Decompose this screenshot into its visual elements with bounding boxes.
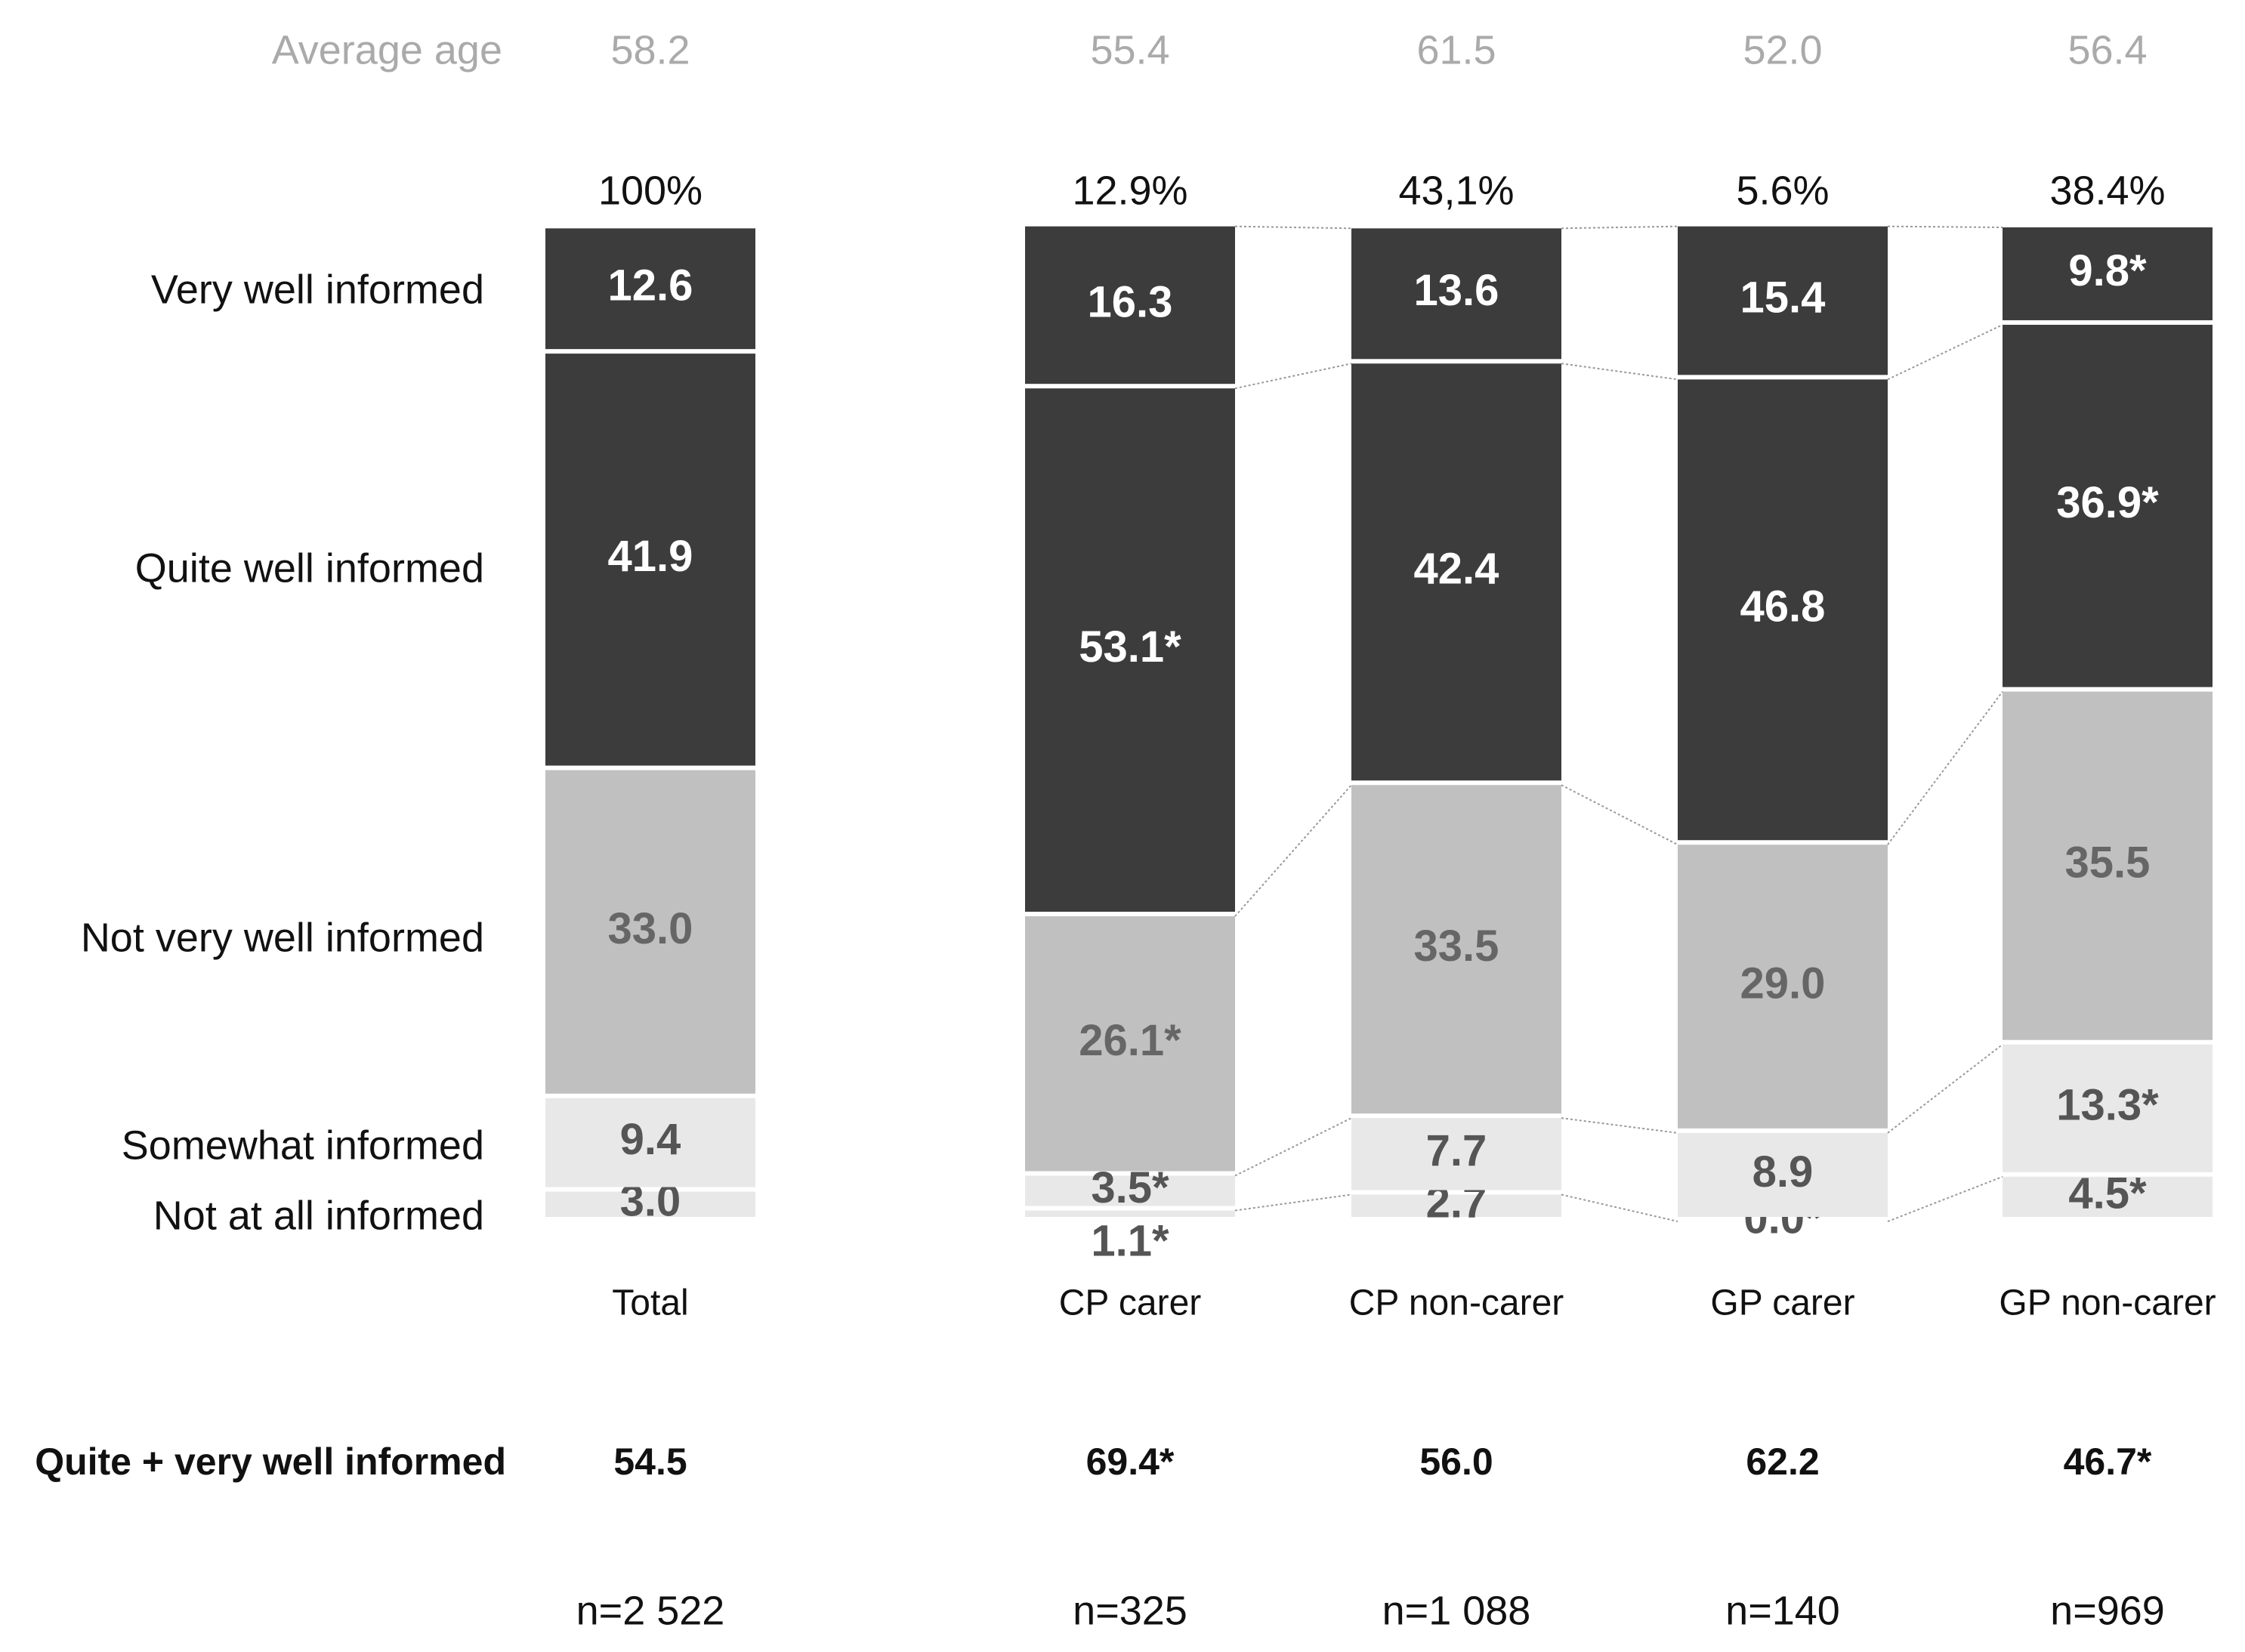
legend-label: Not very well informed	[81, 915, 484, 960]
average-age-label: Average age	[272, 27, 502, 73]
bar-segment	[545, 354, 755, 766]
bar-segment	[1351, 363, 1561, 781]
value-label: 36.9*	[2056, 478, 2159, 527]
bar-segment	[2003, 324, 2213, 687]
group-share: 12.9%	[1072, 168, 1187, 213]
value-label: 53.1*	[1079, 622, 1181, 672]
sample-size: n=1 088	[1382, 1588, 1531, 1633]
value-label: 15.4	[1740, 273, 1826, 322]
bar-segment	[1351, 228, 1561, 360]
legend-label: Quite well informed	[135, 545, 484, 591]
value-label: 29.0	[1740, 959, 1826, 1008]
bar-segment	[2003, 227, 2213, 320]
value-label: 33.5	[1414, 922, 1499, 971]
value-label: 3.5*	[1091, 1163, 1169, 1212]
value-label: 13.3*	[2056, 1081, 2159, 1130]
value-label: 35.5	[2065, 838, 2151, 887]
connector	[1561, 784, 1678, 846]
connector	[1561, 1193, 1678, 1222]
bar-segment	[1025, 1175, 1235, 1206]
average-age: 52.0	[1743, 27, 1822, 73]
value-label: 8.9	[1752, 1147, 1814, 1197]
quite-very-value: 56.0	[1419, 1440, 1493, 1483]
value-label: 13.6	[1414, 266, 1499, 315]
group-share: 5.6%	[1736, 168, 1829, 213]
quite-very-value: 46.7*	[2064, 1440, 2152, 1483]
x-tick-label: GP carer	[1710, 1283, 1854, 1323]
bar-segment	[545, 228, 755, 350]
quite-very-value: 62.2	[1746, 1440, 1819, 1483]
bar-segment	[1351, 1194, 1561, 1217]
sample-size: n=2 522	[576, 1588, 725, 1633]
sample-size: n=969	[2050, 1588, 2165, 1633]
value-label: 12.6	[608, 261, 693, 310]
quite-very-value: 69.4*	[1086, 1440, 1175, 1483]
sample-size: n=325	[1073, 1588, 1187, 1633]
bar-segment	[1351, 1118, 1561, 1190]
value-label: 4.5*	[2068, 1169, 2147, 1218]
group-share: 43,1%	[1398, 168, 1514, 213]
legend-label: Somewhat informed	[122, 1122, 484, 1168]
connector	[1234, 225, 1352, 230]
average-age: 58.2	[610, 27, 690, 73]
bar-segment	[2003, 691, 2213, 1040]
value-label: 46.8	[1740, 582, 1826, 631]
value-label: 33.0	[608, 904, 693, 953]
connector	[1561, 363, 1678, 381]
connector	[1887, 690, 2003, 845]
value-label: 16.3	[1088, 277, 1173, 326]
average-age: 61.5	[1416, 27, 1496, 73]
bar-segment	[1025, 916, 1235, 1172]
x-tick-label: CP non-carer	[1349, 1283, 1564, 1323]
bar-segment	[2003, 1044, 2213, 1172]
bar-segment	[1678, 379, 1888, 841]
bar-segment	[1678, 845, 1888, 1129]
connector	[1234, 1117, 1352, 1177]
quite-very-value: 54.5	[613, 1440, 687, 1483]
average-age: 55.4	[1090, 27, 1169, 73]
bar-segment	[1025, 226, 1235, 384]
value-label: 9.4	[620, 1115, 681, 1164]
bar-segment	[545, 1191, 755, 1217]
sample-size: n=140	[1725, 1588, 1840, 1633]
bar-segment	[2003, 1176, 2213, 1217]
bar-segment	[1025, 1210, 1235, 1217]
group-share: 100%	[598, 168, 703, 213]
value-label: 42.4	[1414, 545, 1499, 594]
value-label: 7.7	[1426, 1126, 1487, 1175]
bar-segment	[545, 770, 755, 1094]
group-share: 38.4%	[2049, 168, 2165, 213]
x-tick-label: Total	[612, 1283, 688, 1323]
legend-label: Not at all informed	[153, 1193, 484, 1238]
value-label: 26.1*	[1079, 1016, 1181, 1065]
legend-label: Very well informed	[151, 267, 484, 312]
average-age: 56.4	[2067, 27, 2147, 73]
quite-very-label: Quite + very well informed	[35, 1440, 506, 1483]
x-tick-label: GP non-carer	[1999, 1283, 2216, 1323]
x-tick-label: CP carer	[1059, 1283, 1202, 1323]
value-label: 1.1*	[1091, 1216, 1169, 1265]
bar-segment	[1351, 785, 1561, 1114]
bar-segment	[1678, 226, 1888, 375]
connector	[1234, 1193, 1352, 1212]
bar-segment	[1025, 388, 1235, 912]
value-label: 9.8*	[2068, 246, 2147, 295]
connector	[1561, 225, 1678, 230]
bar-segment	[545, 1098, 755, 1187]
connector	[1887, 1175, 2003, 1222]
connector	[1561, 1117, 1678, 1134]
connector	[1234, 363, 1352, 390]
connector	[1887, 1043, 2003, 1134]
connector	[1234, 784, 1352, 917]
connector	[1887, 324, 2003, 381]
bar-segment	[1678, 1132, 1888, 1217]
value-label: 41.9	[608, 532, 693, 581]
